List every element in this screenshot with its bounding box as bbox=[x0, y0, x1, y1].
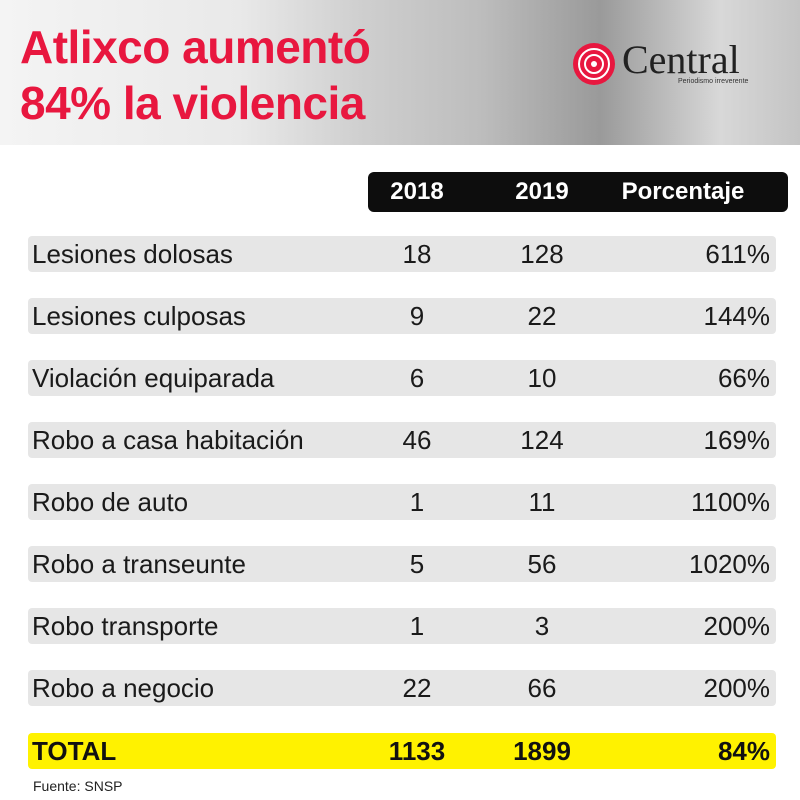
row-background bbox=[28, 422, 776, 458]
cell-2019: 128 bbox=[520, 239, 564, 269]
cell-2018: 5 bbox=[409, 549, 425, 579]
cell-percent: 144% bbox=[703, 301, 771, 331]
row-label: Robo a transeunte bbox=[32, 549, 246, 579]
row-background bbox=[28, 733, 776, 769]
title: Atlixco aumentó bbox=[20, 21, 371, 73]
title: 84% la violencia bbox=[20, 77, 365, 129]
cell-2019: 56 bbox=[527, 549, 557, 579]
cell-2018: 1133 bbox=[388, 736, 446, 766]
row-label: TOTAL bbox=[32, 736, 117, 766]
cell-2019: 10 bbox=[527, 363, 557, 393]
cell-percent: 169% bbox=[703, 425, 771, 455]
row-label: Robo transporte bbox=[32, 611, 219, 641]
cell-2018: 1 bbox=[409, 611, 425, 641]
row-background bbox=[28, 546, 776, 582]
cell-2019: 66 bbox=[527, 673, 557, 703]
header-bar bbox=[368, 172, 788, 212]
tagline: Periodismo irreverente bbox=[678, 78, 749, 85]
cell-percent: 200% bbox=[703, 673, 771, 703]
cell-2019: 22 bbox=[527, 301, 557, 331]
cell-2018: 46 bbox=[402, 425, 432, 455]
row-background bbox=[28, 608, 776, 644]
row-background bbox=[28, 670, 776, 706]
column-header: 2019 bbox=[515, 178, 569, 205]
row-label: Robo de auto bbox=[32, 487, 189, 517]
row-background bbox=[28, 484, 776, 520]
row-label: Lesiones dolosas bbox=[32, 239, 233, 269]
cell-percent: 1020% bbox=[689, 549, 770, 579]
cell-2018: 1 bbox=[409, 487, 425, 517]
column-header: Porcentaje bbox=[621, 178, 745, 205]
row-label: Robo a casa habitación bbox=[32, 425, 304, 455]
cell-2019: 11 bbox=[528, 487, 556, 517]
cell-2018: 6 bbox=[409, 363, 425, 393]
row-label: Robo a negocio bbox=[32, 673, 215, 703]
logo: Central Periodismo irreverente bbox=[570, 37, 785, 90]
row-background bbox=[28, 236, 776, 272]
cell-percent: 84% bbox=[717, 736, 770, 766]
cell-percent: 1100% bbox=[690, 487, 770, 517]
cell-percent: 66% bbox=[717, 363, 770, 393]
cell-2018: 22 bbox=[402, 673, 432, 703]
cell-2019: 124 bbox=[520, 425, 564, 455]
cell-2018: 18 bbox=[402, 239, 432, 269]
column-header: 2018 bbox=[390, 178, 444, 205]
header-photo bbox=[0, 0, 800, 145]
row-background bbox=[28, 298, 776, 334]
brand: Central bbox=[622, 37, 740, 82]
cell-percent: 200% bbox=[703, 611, 771, 641]
logo-icon bbox=[573, 43, 615, 85]
cell-2019: 1899 bbox=[513, 736, 571, 766]
cell-percent: 611% bbox=[705, 239, 770, 269]
row-background bbox=[28, 360, 776, 396]
row-label: Lesiones culposas bbox=[32, 301, 246, 331]
row-label: Violación equiparada bbox=[32, 363, 275, 393]
cell-2019: 3 bbox=[534, 611, 550, 641]
cell-2018: 9 bbox=[409, 301, 425, 331]
source: Fuente: SNSP bbox=[33, 778, 123, 794]
